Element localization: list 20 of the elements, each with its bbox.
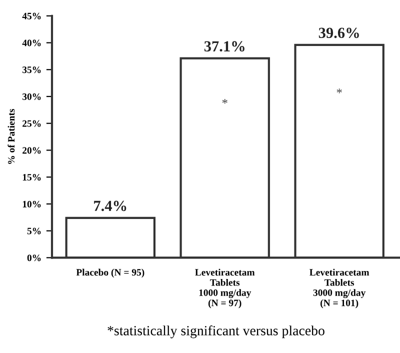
x-tick-label: Placebo (N = 95) (76, 268, 144, 278)
y-tick-label: 25% (22, 120, 41, 127)
y-axis-title: % of Patients (8, 108, 15, 164)
y-tick-label: 10% (22, 200, 41, 208)
y-tick-label: 0% (27, 254, 41, 262)
data-label: 39.6% (318, 28, 359, 38)
y-tick-label: 45% (22, 12, 41, 20)
y-tick-label: 5% (27, 228, 41, 234)
annotation: * (222, 99, 228, 104)
data-label: 37.1% (204, 41, 244, 52)
x-tick-label: Levetiracetam Tablets 3000 mg/day (N = 101) (310, 268, 370, 308)
y-tick-label: 20% (22, 147, 41, 154)
y-tick-label: 30% (22, 93, 41, 100)
y-tick-label: 15% (22, 174, 41, 181)
annotation: * (336, 88, 342, 94)
y-tick-label: 35% (22, 66, 41, 74)
y-tick-label: 40% (22, 40, 41, 46)
data-label: 7.4% (94, 200, 126, 212)
x-tick-label: Levetiracetam Tablets 1000 mg/day (N = 97) (195, 268, 255, 308)
text: *statistically significant versus placebo (108, 325, 324, 338)
